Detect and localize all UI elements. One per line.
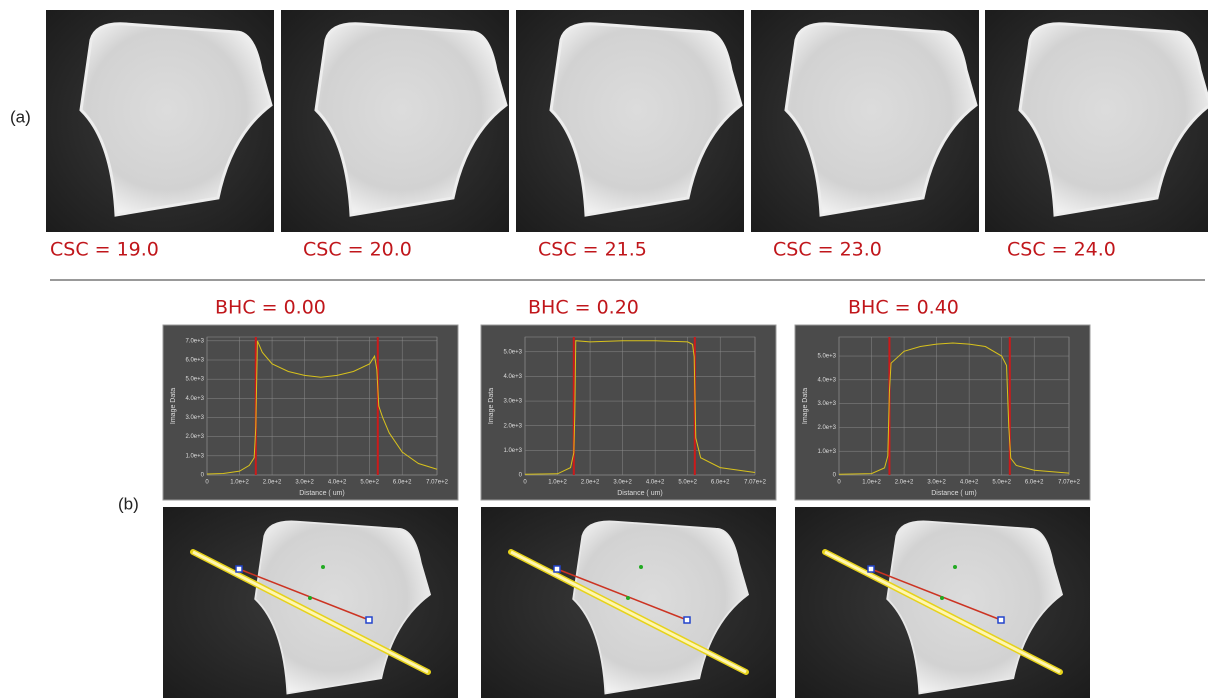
ct-slice bbox=[163, 507, 458, 698]
x-tick-label: 7.07e+2 bbox=[1058, 480, 1081, 486]
ct-image bbox=[985, 10, 1208, 232]
ct-image bbox=[281, 10, 509, 232]
profile-plot: 01.0e+32.0e+33.0e+34.0e+35.0e+36.0e+37.0… bbox=[163, 325, 458, 500]
point bbox=[321, 565, 325, 569]
y-tick-label: 4.0e+3 bbox=[185, 396, 204, 402]
handle bbox=[684, 617, 690, 623]
caption: CSC = 20.0 bbox=[303, 239, 412, 261]
y-tick-label: 4.0e+3 bbox=[817, 377, 836, 383]
x-axis-label: Distance ( um) bbox=[617, 490, 663, 497]
handle bbox=[554, 566, 560, 572]
caption: CSC = 24.0 bbox=[1007, 239, 1116, 261]
y-tick-label: 2.0e+3 bbox=[817, 425, 836, 431]
x-tick-label: 6.0e+2 bbox=[711, 480, 730, 486]
x-axis-label: Distance ( um) bbox=[299, 490, 345, 497]
caption: CSC = 19.0 bbox=[50, 239, 159, 261]
caption: CSC = 23.0 bbox=[773, 239, 882, 261]
handle bbox=[236, 566, 242, 572]
x-tick-label: 4.0e+2 bbox=[328, 480, 347, 486]
y-tick-label: 2.0e+3 bbox=[185, 434, 204, 440]
y-tick-label: 3.0e+3 bbox=[817, 401, 836, 407]
y-tick-label: 5.0e+3 bbox=[185, 377, 204, 383]
y-tick-label: 1.0e+3 bbox=[503, 448, 522, 454]
y-tick-label: 3.0e+3 bbox=[185, 415, 204, 421]
point bbox=[639, 565, 643, 569]
ct-image bbox=[751, 10, 979, 232]
point bbox=[308, 596, 312, 600]
caption: BHC = 0.20 bbox=[528, 297, 639, 319]
caption: BHC = 0.40 bbox=[848, 297, 959, 319]
x-tick-label: 6.0e+2 bbox=[1025, 480, 1044, 486]
ct-image bbox=[516, 10, 744, 232]
x-tick-label: 5.0e+2 bbox=[360, 480, 379, 486]
y-tick-label: 3.0e+3 bbox=[503, 399, 522, 405]
x-tick-label: 2.0e+2 bbox=[263, 480, 282, 486]
x-tick-label: 1.0e+2 bbox=[862, 480, 881, 486]
figure: (a) (b) CSC = 19.0 CSC = 20.0 CSC = 21.5 CS… bbox=[0, 0, 1208, 698]
y-tick-label: 5.0e+3 bbox=[503, 349, 522, 355]
point bbox=[626, 596, 630, 600]
handle bbox=[366, 617, 372, 623]
x-tick-label: 7.07e+2 bbox=[426, 480, 449, 486]
ct-image bbox=[46, 10, 274, 232]
y-tick-label: 5.0e+3 bbox=[817, 354, 836, 360]
x-tick-label: 3.0e+2 bbox=[613, 480, 632, 486]
x-tick-label: 7.07e+2 bbox=[744, 480, 767, 486]
x-tick-label: 1.0e+2 bbox=[230, 480, 249, 486]
point bbox=[953, 565, 957, 569]
ct-slice bbox=[481, 507, 776, 698]
y-tick-label: 6.0e+3 bbox=[185, 358, 204, 364]
x-tick-label: 3.0e+2 bbox=[927, 480, 946, 486]
ct-slice bbox=[795, 507, 1090, 698]
panel-label: (a) bbox=[10, 107, 31, 126]
y-axis-label: Image Data bbox=[170, 388, 177, 424]
x-tick-label: 2.0e+2 bbox=[581, 480, 600, 486]
y-tick-label: 2.0e+3 bbox=[503, 423, 522, 429]
y-tick-label: 1.0e+3 bbox=[185, 453, 204, 459]
x-tick-label: 4.0e+2 bbox=[646, 480, 665, 486]
caption: BHC = 0.00 bbox=[215, 297, 326, 319]
handle bbox=[998, 617, 1004, 623]
x-tick-label: 2.0e+2 bbox=[895, 480, 914, 486]
panel-label: (b) bbox=[118, 494, 139, 513]
x-tick-label: 4.0e+2 bbox=[960, 480, 979, 486]
x-tick-label: 6.0e+2 bbox=[393, 480, 412, 486]
y-tick-label: 4.0e+3 bbox=[503, 374, 522, 380]
y-tick-label: 7.0e+3 bbox=[185, 338, 204, 344]
point bbox=[940, 596, 944, 600]
caption: CSC = 21.5 bbox=[538, 239, 647, 261]
y-axis-label: Image Data bbox=[488, 388, 495, 424]
x-tick-label: 1.0e+2 bbox=[548, 480, 567, 486]
x-tick-label: 5.0e+2 bbox=[678, 480, 697, 486]
x-tick-label: 3.0e+2 bbox=[295, 480, 314, 486]
handle bbox=[868, 566, 874, 572]
y-tick-label: 1.0e+3 bbox=[817, 449, 836, 455]
x-axis-label: Distance ( um) bbox=[931, 490, 977, 497]
y-axis-label: Image Data bbox=[802, 388, 809, 424]
x-tick-label: 5.0e+2 bbox=[992, 480, 1011, 486]
